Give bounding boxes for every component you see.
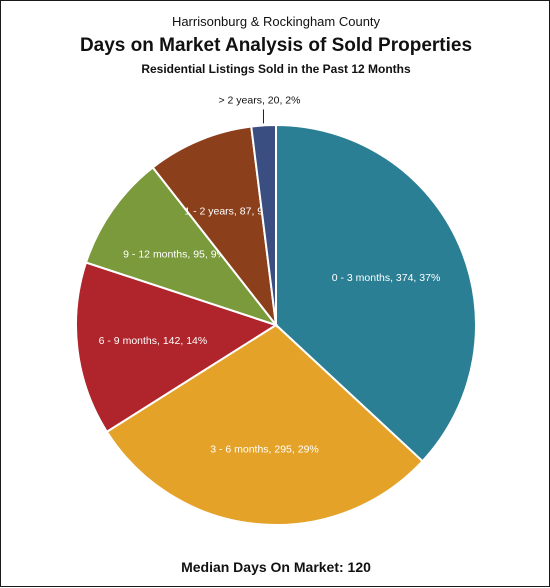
slice-data-label: > 2 years, 20, 2% xyxy=(218,94,300,106)
slice-data-label: 0 - 3 months, 374, 37% xyxy=(332,272,441,284)
median-days-footer: Median Days On Market: 120 xyxy=(181,559,371,575)
pie-slice-9-12-months xyxy=(84,166,279,327)
slice-data-label: 6 - 9 months, 142, 14% xyxy=(99,335,208,347)
slice-data-label: 1 - 2 years, 87, 9% xyxy=(184,205,272,217)
pie-slice-2-years xyxy=(250,123,277,326)
pie-slice-1-2-years xyxy=(151,125,278,329)
chart-title: Days on Market Analysis of Sold Properti… xyxy=(79,35,473,56)
pie-slice-0-3-months xyxy=(275,123,478,463)
pie-slice-3-6-months xyxy=(105,323,424,526)
slice-data-label: 3 - 6 months, 295, 29% xyxy=(210,443,319,455)
chart-supertitle: Harrisonburg & Rockingham County xyxy=(171,14,381,29)
slice-data-label: 9 - 12 months, 95, 9% xyxy=(123,249,226,261)
pie-slice-6-9-months xyxy=(75,261,279,434)
chart-subtitle: Residential Listings Sold in the Past 12… xyxy=(141,62,411,76)
